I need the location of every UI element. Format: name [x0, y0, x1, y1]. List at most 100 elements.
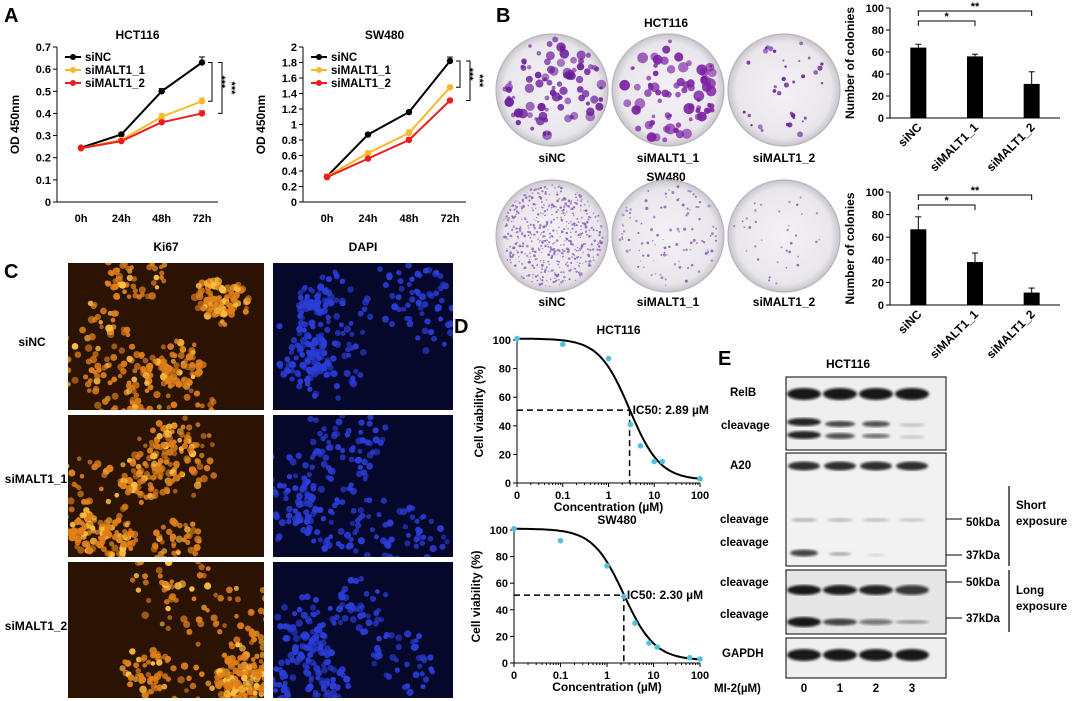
cell [210, 295, 217, 303]
cell [327, 293, 335, 301]
colony [558, 95, 563, 100]
colony [550, 206, 553, 209]
colony [671, 190, 675, 194]
colony [506, 232, 510, 236]
colony [580, 216, 583, 219]
cell [291, 610, 298, 617]
colony [663, 246, 667, 250]
cell [382, 424, 389, 431]
cell [357, 507, 365, 514]
colony [531, 207, 533, 209]
colony [557, 273, 560, 276]
colony [546, 208, 549, 211]
colony [694, 195, 697, 198]
cell [378, 617, 385, 623]
cell [355, 457, 362, 463]
colony [565, 225, 568, 227]
y-tick-label: 100 [866, 3, 884, 15]
colony [796, 263, 800, 267]
cell [317, 321, 324, 328]
cell [45, 501, 50, 506]
colony [528, 227, 530, 229]
cell [409, 296, 416, 303]
colony [544, 268, 547, 271]
cell [306, 524, 313, 532]
cell [286, 454, 293, 461]
colony [598, 248, 602, 252]
colony [592, 256, 595, 258]
colony [598, 234, 601, 237]
colony [588, 205, 590, 207]
cell [135, 587, 142, 593]
colony [586, 233, 588, 236]
cell [239, 644, 246, 652]
cell [190, 468, 198, 476]
colony [544, 192, 547, 195]
cell [326, 439, 332, 445]
y-tick-label: 0.6 [282, 151, 297, 163]
colony [664, 278, 667, 281]
colony [567, 199, 570, 202]
cell [286, 473, 293, 480]
colony [533, 226, 537, 230]
cell [251, 636, 257, 643]
colony [678, 230, 681, 233]
colony [555, 205, 557, 208]
cell [413, 536, 420, 543]
blot-band [867, 553, 885, 557]
colony [650, 274, 653, 277]
cell [406, 281, 412, 287]
cell [335, 444, 342, 451]
cell [330, 370, 338, 378]
cell [161, 587, 168, 593]
colony [748, 226, 752, 229]
cell [194, 362, 202, 370]
y-tick-label: 1.2 [282, 104, 297, 116]
cell [217, 629, 223, 635]
y-tick-label: 1.4 [282, 89, 298, 101]
cell [170, 401, 178, 409]
cell [223, 294, 230, 300]
colony [538, 242, 541, 244]
colony [575, 279, 577, 281]
colony [644, 89, 652, 97]
cell [109, 541, 115, 547]
colony [571, 256, 573, 258]
cell [210, 277, 217, 285]
colony [669, 228, 673, 232]
bar [967, 56, 983, 118]
cell [357, 310, 364, 317]
cell [110, 407, 118, 410]
cell [395, 634, 403, 641]
cell [164, 562, 173, 567]
cell [345, 427, 352, 434]
cell [415, 251, 421, 257]
cell [388, 536, 395, 543]
cell [309, 438, 317, 446]
y-axis-label: Number of colonies [843, 7, 857, 119]
plate-label-top-3: siMALT1_2 [753, 151, 816, 165]
cell [232, 667, 240, 675]
cell [439, 543, 446, 550]
cell [172, 474, 181, 482]
colony [552, 36, 559, 43]
colony [707, 68, 717, 78]
colony [570, 111, 579, 120]
y-tick-label: 0.7 [36, 42, 51, 54]
cell [61, 534, 65, 538]
colony [655, 89, 662, 96]
cell [122, 263, 129, 267]
cell [144, 293, 151, 300]
cell [299, 594, 306, 601]
cell [428, 666, 434, 672]
cell [407, 315, 413, 322]
cell [200, 443, 205, 449]
cell [113, 245, 121, 253]
colony [747, 113, 752, 118]
cell [171, 450, 178, 457]
colony [627, 238, 631, 242]
data-point [557, 537, 564, 544]
